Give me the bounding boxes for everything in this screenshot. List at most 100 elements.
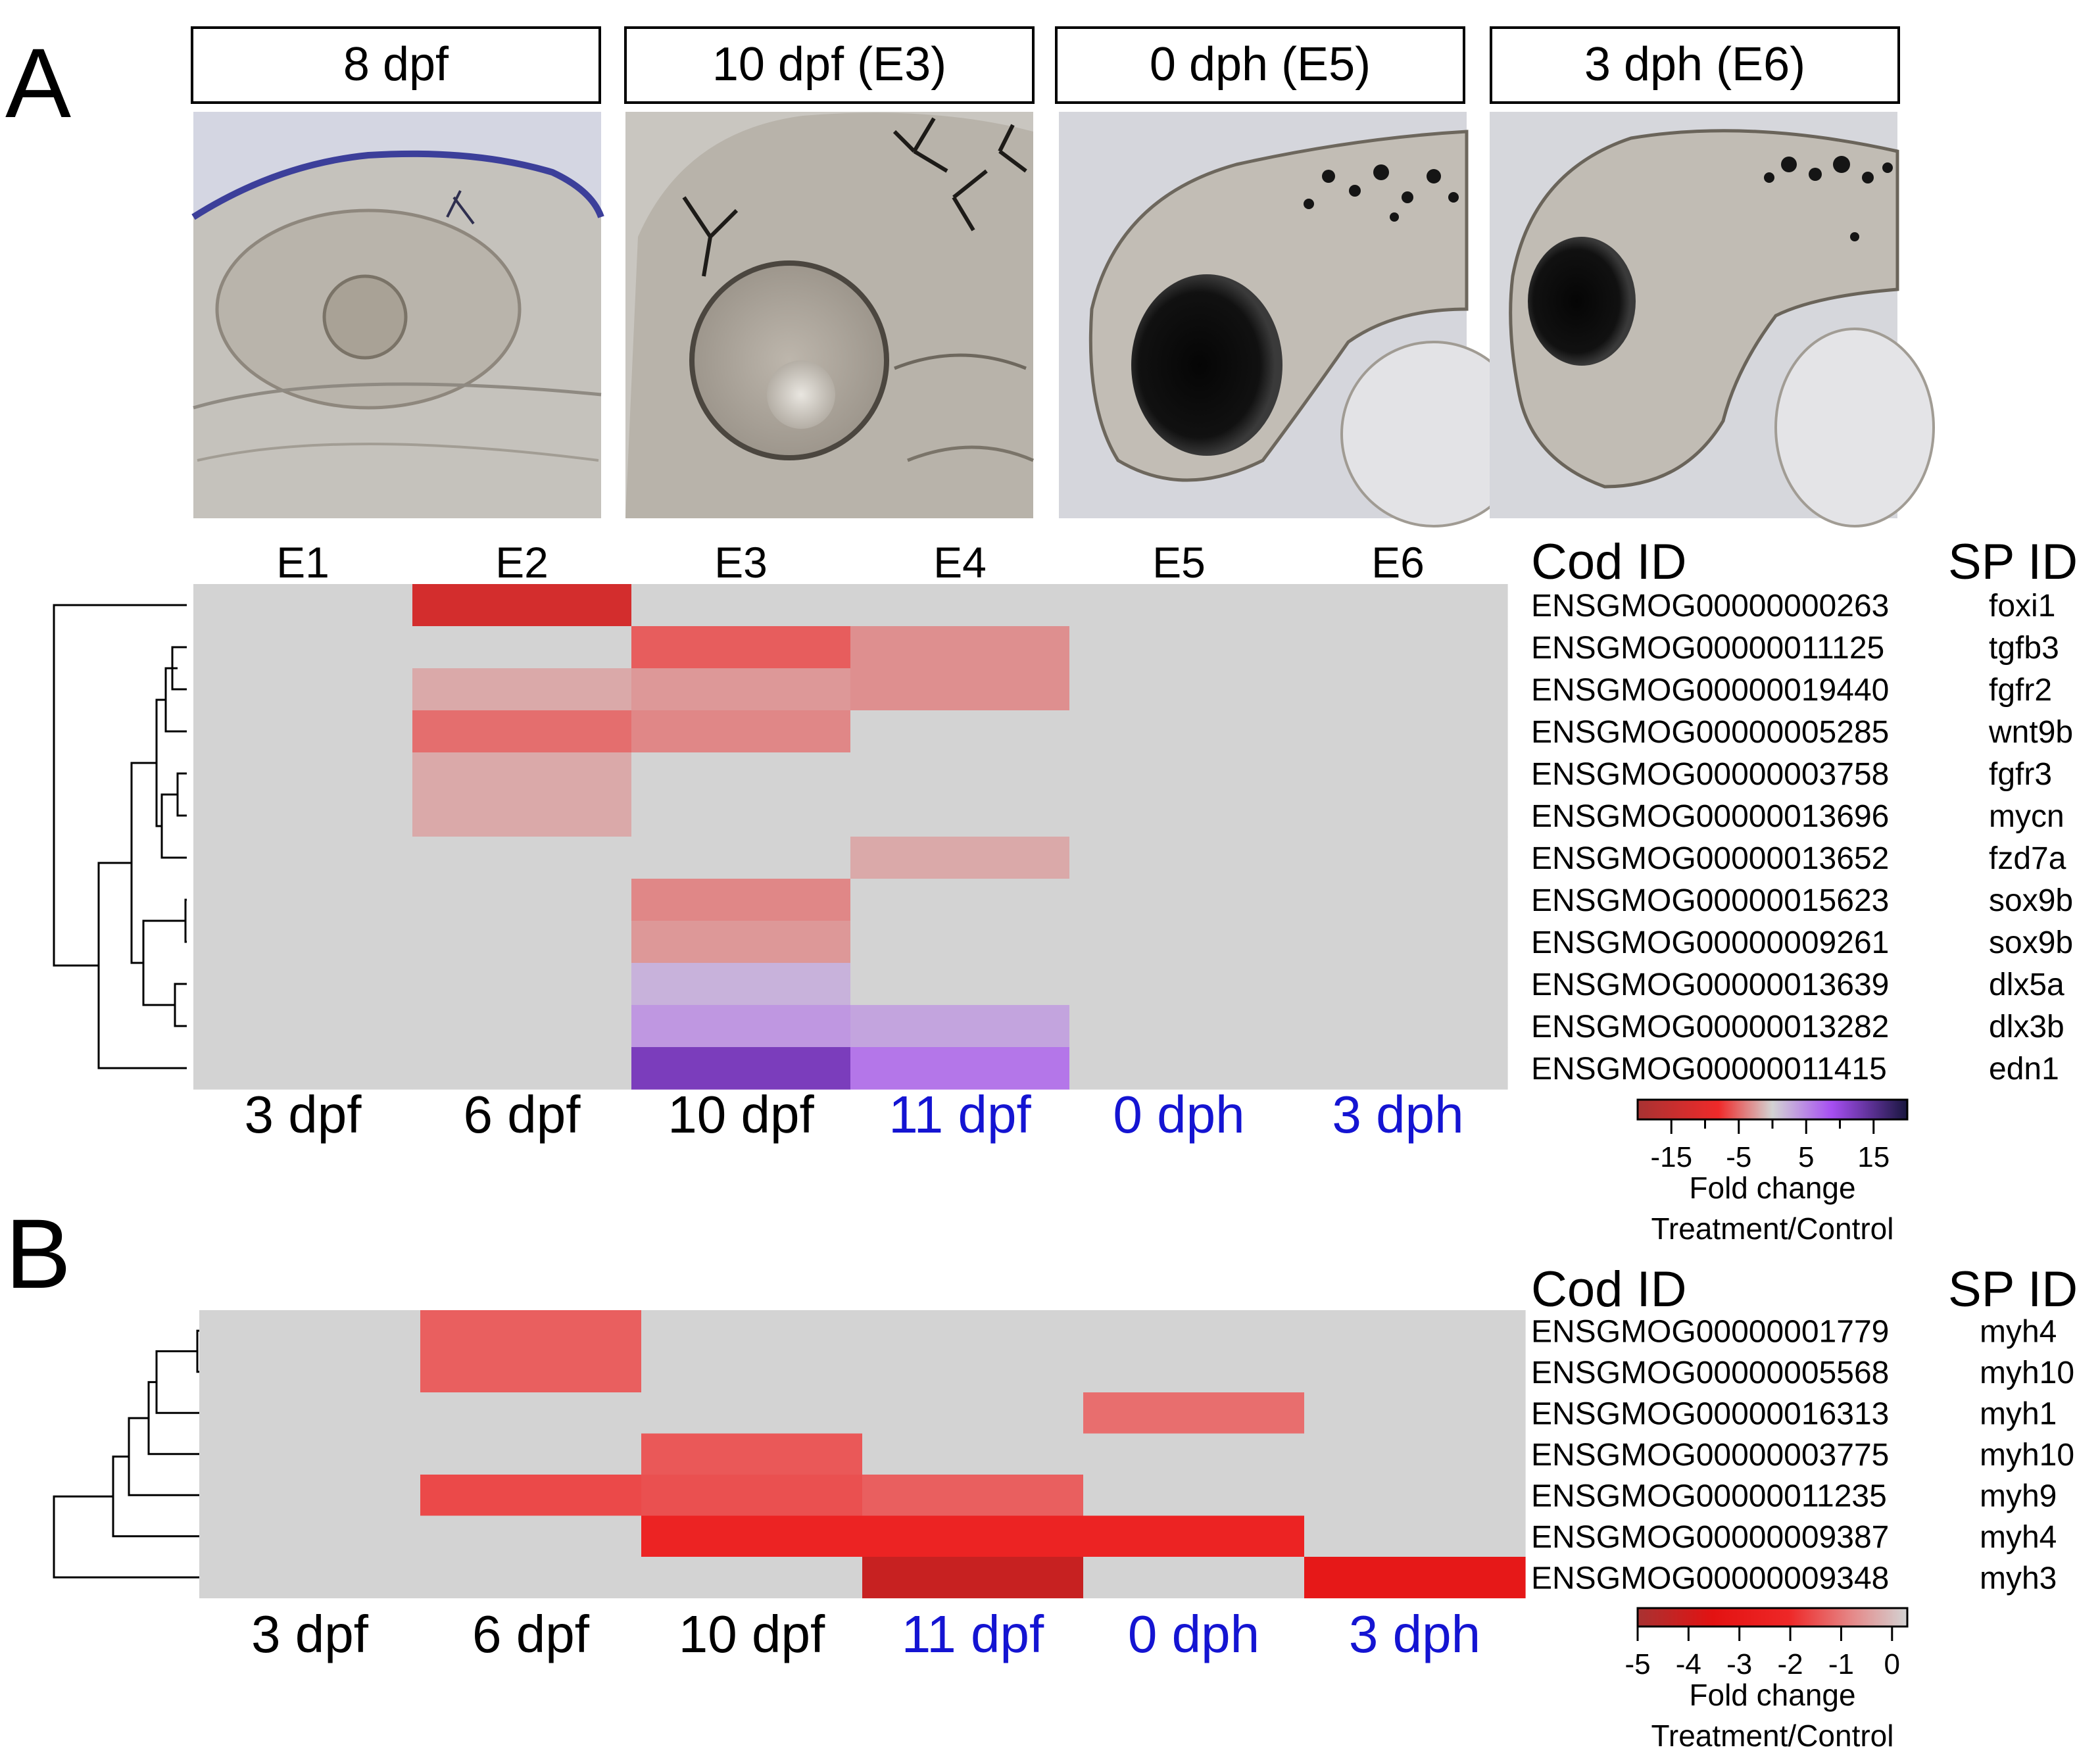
heatmap-cell [1288,963,1508,1006]
row-sp-id-label: myh10 [1980,1438,2074,1473]
heatmap-cell [412,879,632,921]
heatmap-cell [193,879,413,921]
row-cod-id-label: ENSGMOG00000015623 [1531,883,1889,918]
row-sp-id-label: mycn [1989,799,2064,834]
colorbar-label: Fold change [1689,1678,1855,1712]
x-tick-label: 0 dph [1113,1085,1244,1144]
heatmap-cell [193,626,413,669]
heatmap-cell [193,837,413,879]
x-tick-label: 3 dpf [245,1085,362,1144]
stage-box-1-label: 8 dpf [343,38,449,91]
heatmap-cell [1288,752,1508,795]
heatmap-cell [641,1433,863,1475]
heatmap-cell [631,963,851,1006]
row-sp-id-label: myh4 [1980,1314,2057,1349]
row-cod-id-label: ENSGMOG00000011415 [1531,1052,1887,1087]
stage-box-1: 8 dpf [191,26,601,104]
row-cod-id-label: ENSGMOG00000013282 [1531,1010,1889,1044]
heatmap-cell [1069,963,1289,1006]
heatmap-cell [631,837,851,879]
heatmap-cell [1083,1392,1305,1434]
row-cod-id-label: ENSGMOG00000003758 [1531,757,1889,792]
column-stage-label: E4 [933,538,987,587]
heatmap-cell [1288,795,1508,837]
heatmap-cell [412,1005,632,1048]
row-cod-id-label: ENSGMOG00000011125 [1531,631,1884,666]
colorbar-tick-label: -4 [1676,1648,1701,1680]
row-sp-id-label: sox9b [1989,925,2073,960]
colorbar-sublabel: Treatment/Control [1651,1211,1894,1246]
row-cod-id-label: ENSGMOG00000013696 [1531,799,1889,834]
heatmap-cell [412,626,632,669]
heatmap-cell [850,795,1070,837]
heatmap-cell [631,921,851,964]
stage-box-2-label: 10 dpf (E3) [712,38,946,91]
row-cod-id-label: ENSGMOG00000000263 [1531,589,1889,624]
dendrogram-b [53,1329,199,1578]
heatmap-cell [1069,879,1289,921]
row-cod-id-label: ENSGMOG00000009261 [1531,925,1889,960]
heatmap-cell [1069,795,1289,837]
column-stage-label: E2 [495,538,549,587]
row-cod-id-label: ENSGMOG00000001779 [1531,1314,1889,1349]
larva-0dph-photo-icon [1059,112,1527,527]
colorbar-tick-label: -15 [1650,1141,1692,1173]
heatmap-cell [641,1557,863,1599]
stage-box-3: 0 dph (E5) [1055,26,1465,104]
colorbar-sublabel: Treatment/Control [1651,1719,1894,1753]
row-cod-id-label: ENSGMOG00000005568 [1531,1356,1889,1390]
heatmap-cell [850,921,1070,964]
heatmap-cell [1288,626,1508,669]
colorbar-gradient [1636,1098,1909,1121]
heatmap-cell [1069,710,1289,753]
dendrogram-branch [176,772,187,817]
x-tick-label: 3 dpf [251,1605,369,1663]
heatmap-cell [631,1005,851,1048]
panel-b-label: B [5,1198,71,1309]
heatmap-cell [850,668,1070,711]
stage-box-4-label: 3 dph (E6) [1584,38,1805,91]
heatmap-a: E1 E2 E3 E4 E5 E6 3 dpf 6 dpf 10 dpf 11 dpf 0 dph 3… [193,534,2078,1144]
heatmap-cell [631,879,851,921]
heatmap-cell [631,752,851,795]
heatmap-cell [1304,1475,1526,1517]
heatmap-cell [193,963,413,1006]
dendrogram-branch [53,604,187,967]
heatmap-cell [193,921,413,964]
heatmap-cell [631,710,851,753]
heatmap-cell [1069,1005,1289,1048]
x-tick-label: 3 dph [1332,1085,1463,1144]
heatmap-cell [850,963,1070,1006]
row-sp-id-label: myh1 [1980,1396,2057,1431]
column-stage-label: E5 [1152,538,1206,587]
dendrogram-branch [160,793,187,859]
heatmap-cell [199,1351,421,1393]
heatmap-cell [412,752,632,795]
heatmap-cell [412,921,632,964]
row-sp-id-label: foxi1 [1989,589,2055,624]
heatmap-cell [193,1005,413,1048]
cod-id-header: Cod ID [1531,534,1687,590]
colorbar-tick-label: -2 [1778,1648,1803,1680]
heatmap-cell [1069,1047,1289,1090]
x-tick-label: 6 dpf [472,1605,590,1663]
x-tick-label: 0 dph [1128,1605,1259,1663]
heatmap-cell [1288,668,1508,711]
row-sp-id-label: myh10 [1980,1356,2074,1390]
x-tick-label: 10 dpf [668,1085,814,1144]
colorbar-tick-label: -3 [1726,1648,1752,1680]
sp-id-header: SP ID [1948,1261,2078,1317]
heatmap-cell [641,1392,863,1434]
heatmap-cell [862,1392,1084,1434]
heatmap-cell [631,1047,851,1090]
heatmap-cell [199,1515,421,1557]
x-tick-label: 3 dph [1349,1605,1480,1663]
heatmap-cell [1288,1047,1508,1090]
row-cod-id-label: ENSGMOG00000011235 [1531,1479,1887,1513]
heatmap-cell [1083,1433,1305,1475]
heatmap-cell [1069,584,1289,627]
heatmap-cell [631,668,851,711]
colorbar-label: Fold change [1689,1171,1855,1205]
dendrogram-branch [128,1417,199,1496]
